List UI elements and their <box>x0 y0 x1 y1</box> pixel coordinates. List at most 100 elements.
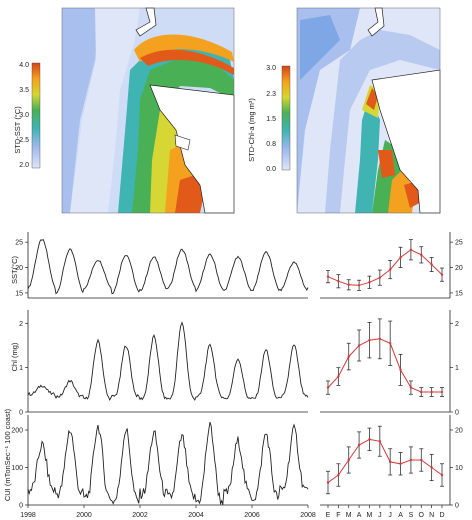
clim-y-tick-label: 0 <box>455 503 459 510</box>
clim-mean-point <box>326 386 330 389</box>
map-chl-cbar-tick: 3.0 <box>266 65 276 72</box>
ts-y-tick-label: 20 <box>15 265 23 272</box>
map-sst-ylabel: STD-SST (°C) <box>13 106 22 154</box>
map-chl-colorbar-ticks: 3.0 2.3 1.5 0.8 0.0 <box>266 65 276 173</box>
ts-chl-ylabel: Chl (mg) <box>10 342 19 371</box>
map-sst-cbar-tick: 2.5 <box>19 137 29 144</box>
clim-y-tick-label: 25 <box>455 240 463 247</box>
ts-panel-chl: Chl (mg) 0 1 2 <box>10 310 309 417</box>
ts-series-line <box>27 321 309 401</box>
map-sst-cbar-tick: 3.5 <box>19 87 29 94</box>
map-sst-cbar-tick: 4.0 <box>19 62 29 69</box>
clim-mean-point <box>430 466 433 469</box>
clim-y-tick-label: 15 <box>455 290 463 297</box>
clim-y-tick-label: 0 <box>455 410 459 417</box>
clim-mean-point <box>409 386 413 389</box>
clim-mean-point <box>378 440 382 443</box>
ts-x-tick-label: 2006 <box>244 512 260 519</box>
map-chl-cbar-tick: 0.8 <box>266 141 276 148</box>
ts-panel-sst: SST(°C) 15 20 25 <box>10 232 309 299</box>
map-sst-image <box>61 7 235 214</box>
clim-mean-point <box>420 390 423 394</box>
clim-panel-sst: 15 20 25 <box>320 232 463 299</box>
ts-series-line <box>27 238 309 295</box>
clim-x-tick-label: J <box>388 512 392 519</box>
clim-x-tick-label: S <box>409 512 414 519</box>
ts-y-tick-label: 1 <box>19 365 23 372</box>
clim-x-tick-label: A <box>398 512 403 519</box>
map-chl-cbar-tick: 1.5 <box>266 116 276 123</box>
clim-mean-line <box>327 249 443 286</box>
clim-x-tick-label: F <box>336 512 340 519</box>
clim-mean-point <box>399 462 402 465</box>
clim-mean-point <box>368 438 371 441</box>
clim-x-tick-label: J <box>378 512 382 519</box>
clim-mean-point <box>326 275 330 278</box>
clim-mean-line <box>327 338 442 393</box>
map-chl-ylabel: STD-Chl-a (mg m³) <box>247 98 256 162</box>
ts-y-tick-label: 2 <box>19 321 23 328</box>
ts-y-tick-label: 25 <box>15 240 23 247</box>
ts-cui-ylabel: CUI (mTonSec⁻¹ 100 coast) <box>3 408 12 501</box>
clim-mean-point <box>326 481 330 484</box>
clim-mean-point <box>420 458 423 462</box>
clim-mean-point <box>357 284 361 287</box>
map-chl-cbar-tick: 2.3 <box>266 91 276 98</box>
clim-mean-point <box>378 337 382 341</box>
clim-x-tick-label: M <box>367 512 373 519</box>
clim-x-tick-label: M <box>346 512 352 519</box>
ts-y-tick-label: 0 <box>19 503 23 510</box>
ts-sst-ylabel: SST(°C) <box>10 256 19 284</box>
clim-mean-point <box>440 273 444 276</box>
clim-mean-point <box>357 443 361 447</box>
clim-mean-point <box>409 458 413 462</box>
clim-y-tick-label: 2 <box>455 321 459 328</box>
clim-y-tick-label: 1 <box>455 365 459 372</box>
map-chl-image <box>296 7 441 214</box>
ts-x-tick-label: 1998 <box>20 512 36 519</box>
map-sst-colorbar-ticks: 4.0 3.5 3.0 2.5 2.0 <box>19 62 29 169</box>
clim-mean-line <box>327 438 443 483</box>
clim-mean-point <box>388 268 392 271</box>
clim-mean-point <box>409 248 413 251</box>
clim-mean-point <box>388 460 392 464</box>
clim-mean-point <box>430 263 433 266</box>
clim-mean-point <box>347 458 350 462</box>
clim-mean-point <box>347 355 350 358</box>
clim-y-tick-label: 20 <box>455 428 463 435</box>
ts-y-tick-label: 0 <box>19 410 23 417</box>
ts-panel-cui: CUI (mTonSec⁻¹ 100 coast) 0 100 200 1998 200… <box>3 408 316 519</box>
map-chl: STD-Chl-a (mg m³) 3.0 2.3 1.5 0.8 0.0 <box>247 7 441 214</box>
ts-y-tick-label: 200 <box>11 428 23 435</box>
map-chl-cbar-tick: 0.0 <box>266 166 276 173</box>
map-sst-cbar-tick: 2.0 <box>19 162 29 169</box>
map-sst-cbar-tick: 3.0 <box>19 112 29 119</box>
clim-x-tick-label: A <box>357 512 362 519</box>
clim-x-tick-label: E <box>326 512 331 519</box>
clim-mean-point <box>420 253 423 257</box>
clim-mean-point <box>347 283 350 286</box>
clim-mean-point <box>337 473 340 477</box>
clim-mean-point <box>337 280 340 283</box>
clim-mean-point <box>399 256 402 259</box>
map-sst: STD-SST (°C) 4.0 3.5 3.0 2.5 2.0 <box>13 7 235 214</box>
clim-y-tick-label: 20 <box>455 265 463 272</box>
clim-mean-point <box>368 338 371 342</box>
clim-mean-point <box>337 375 340 378</box>
ts-x-tick-label: 2008 <box>300 512 316 519</box>
ts-x-tick-label: 2004 <box>188 512 204 519</box>
map-chl-colorbar <box>281 65 291 171</box>
clim-mean-point <box>388 342 392 345</box>
clim-mean-point <box>368 281 371 284</box>
clim-mean-point <box>357 344 361 347</box>
ts-x-tick-label: 2000 <box>76 512 92 519</box>
clim-x-tick-label: O <box>419 512 425 519</box>
map-sst-colorbar <box>31 62 41 169</box>
clim-mean-point <box>399 368 402 372</box>
clim-x-tick-label: D <box>439 512 444 519</box>
clim-mean-point <box>430 390 433 394</box>
ts-x-tick-label: 2002 <box>132 512 148 519</box>
clim-mean-point <box>440 473 444 477</box>
clim-mean-point <box>440 390 444 394</box>
